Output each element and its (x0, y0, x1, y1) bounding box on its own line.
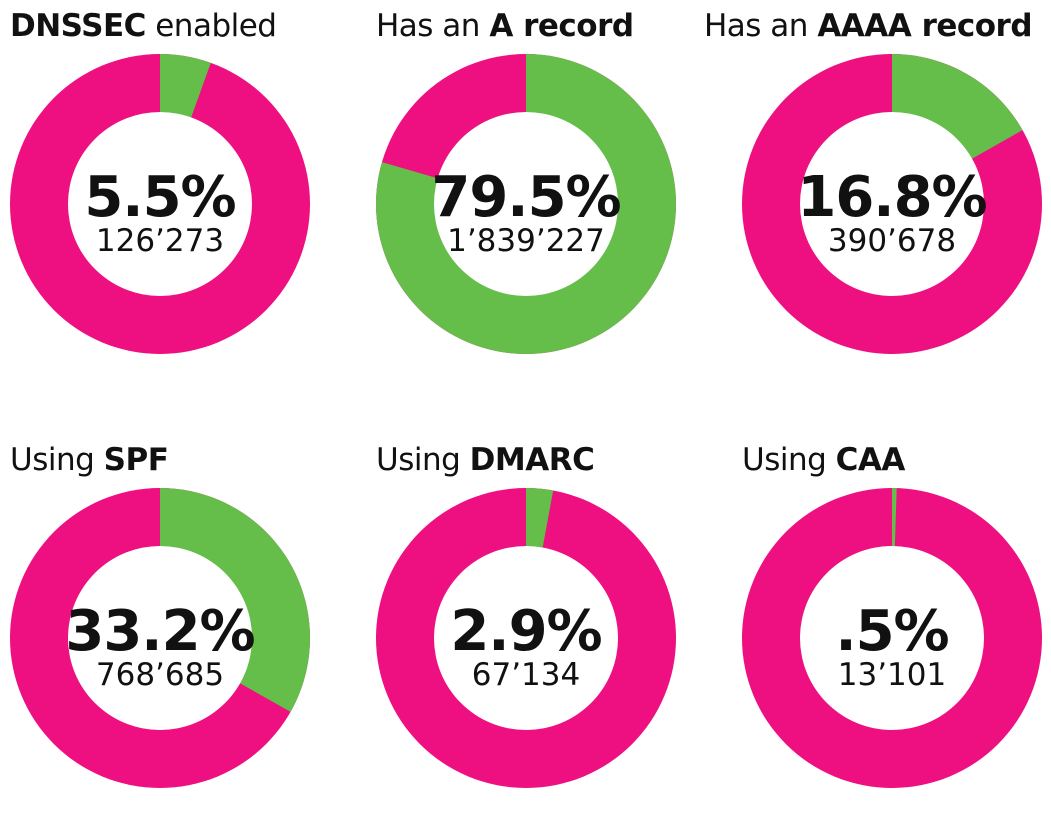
donut-chart (10, 488, 310, 788)
percent-label: .5% (835, 599, 949, 664)
count-label: 67’134 (471, 657, 581, 693)
count-label: 1’839’227 (447, 223, 605, 259)
chart-title: Has an AAAA record (704, 8, 1033, 44)
donut-chart (375, 54, 676, 355)
chart-title: Using DMARC (376, 442, 595, 478)
chart-aaaa-record: Has an AAAA record 16.8% 390’678 (704, 0, 1044, 400)
count-label: 768’685 (95, 657, 225, 693)
chart-title: Using SPF (10, 442, 169, 478)
chart-title: Has an A record (376, 8, 634, 44)
chart-title: DNSSEC enabled (10, 8, 277, 44)
donut-chart (742, 54, 1042, 354)
percent-label: 79.5% (431, 165, 621, 230)
chart-title: Using CAA (742, 442, 905, 478)
chart-spf: Using SPF 33.2% 768’685 (10, 434, 350, 834)
count-label: 126’273 (95, 223, 225, 259)
donut-hole (68, 112, 252, 296)
percent-label: 16.8% (797, 165, 987, 230)
percent-label: 5.5% (84, 165, 236, 230)
donut-chart-grid: DNSSEC enabled 5.5% 126’273 Has an A rec… (10, 0, 1044, 788)
donut-hole (800, 546, 984, 730)
donut-hole (434, 546, 618, 730)
percent-label: 2.9% (450, 599, 602, 664)
donut-chart (10, 54, 310, 354)
count-label: 13’101 (837, 657, 947, 693)
chart-dnssec: DNSSEC enabled 5.5% 126’273 (10, 0, 350, 400)
chart-dmarc: Using DMARC 2.9% 67’134 (376, 434, 716, 834)
donut-chart (742, 488, 1042, 788)
chart-caa: Using CAA .5% 13’101 (742, 434, 1051, 834)
donut-hole (434, 112, 618, 296)
percent-label: 33.2% (65, 599, 255, 664)
donut-hole (68, 546, 252, 730)
donut-chart (376, 488, 676, 788)
count-label: 390’678 (827, 223, 957, 259)
chart-a-record: Has an A record 79.5% 1’839’227 (375, 0, 716, 400)
donut-hole (800, 112, 984, 296)
